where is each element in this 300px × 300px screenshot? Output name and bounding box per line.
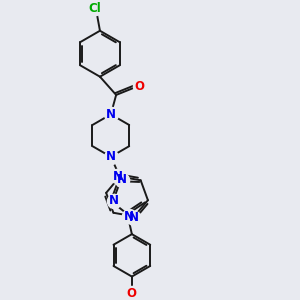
Text: N: N — [106, 108, 116, 121]
Text: N: N — [112, 169, 122, 182]
Text: O: O — [135, 80, 145, 93]
Text: O: O — [127, 286, 137, 299]
Text: N: N — [129, 212, 139, 224]
Text: N: N — [124, 210, 134, 223]
Text: N: N — [109, 194, 119, 208]
Text: N: N — [117, 173, 127, 186]
Text: N: N — [106, 150, 116, 163]
Text: Cl: Cl — [88, 2, 101, 15]
